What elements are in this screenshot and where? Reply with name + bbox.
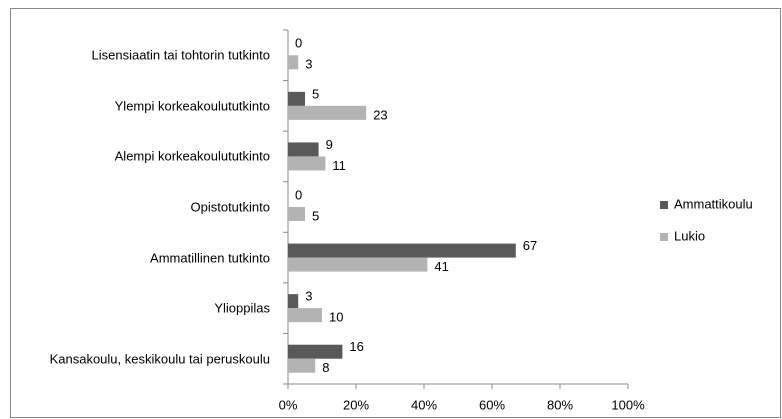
- y-tick-label-box: Ylioppilas: [12, 299, 270, 318]
- data-label: 8: [322, 360, 329, 375]
- bar: [288, 257, 428, 272]
- data-label: 3: [305, 289, 312, 304]
- bar: [288, 142, 319, 157]
- x-tick-label: 100%: [611, 397, 645, 412]
- legend-label: Lukio: [674, 228, 705, 243]
- legend-swatch: [660, 233, 668, 241]
- data-label: 11: [332, 158, 346, 173]
- legend-swatch: [660, 201, 668, 209]
- y-tick-label-box: Kansakoulu, keskikoulu tai peruskoulu: [12, 349, 270, 368]
- bar: [288, 308, 322, 323]
- bar: [288, 358, 316, 373]
- data-label: 3: [305, 57, 312, 72]
- data-label: 67: [523, 238, 537, 253]
- data-label: 5: [312, 86, 319, 101]
- x-tick-label: 0%: [279, 397, 298, 412]
- y-tick-label: Alempi korkeakoulututkinto: [114, 148, 270, 164]
- bar: [288, 243, 516, 258]
- x-tick-label: 40%: [411, 397, 437, 412]
- data-label: 23: [373, 107, 387, 122]
- y-tick-label-box: Ylempi korkeakoulututkinto: [12, 96, 270, 115]
- y-tick-label-box: Ammatillinen tutkinto: [12, 248, 270, 267]
- y-tick-label: Ammatillinen tutkinto: [150, 250, 270, 266]
- legend-label: Ammattikoulu: [674, 196, 753, 211]
- y-tick-label-box: Lisensiaatin tai tohtorin tutkinto: [12, 46, 271, 65]
- x-tick-label: 60%: [479, 397, 505, 412]
- data-label: 41: [434, 259, 448, 274]
- x-tick-label: 80%: [547, 397, 573, 412]
- bar: [288, 105, 367, 120]
- data-label: 0: [295, 36, 302, 51]
- bar: [288, 156, 326, 171]
- data-label: 16: [349, 339, 363, 354]
- bar: [288, 294, 299, 309]
- y-tick-label: Ylioppilas: [214, 300, 270, 316]
- x-tick-label: 20%: [343, 397, 369, 412]
- chart-frame: [10, 8, 781, 418]
- y-tick-label-box: Alempi korkeakoulututkinto: [12, 147, 270, 166]
- data-label: 9: [326, 137, 333, 152]
- y-tick-label: Ylempi korkeakoulututkinto: [114, 98, 270, 114]
- bar: [288, 207, 305, 221]
- y-tick-label: Lisensiaatin tai tohtorin tutkinto: [91, 47, 271, 63]
- bar: [288, 91, 305, 106]
- data-label: 0: [295, 187, 302, 202]
- data-label: 5: [312, 208, 319, 223]
- bar: [288, 344, 343, 359]
- data-label: 10: [329, 310, 343, 325]
- bar: [288, 55, 299, 70]
- y-tick-label: Opistotutkinto: [190, 199, 271, 215]
- y-tick-label-box: Opistotutkinto: [12, 198, 271, 217]
- y-tick-label: Kansakoulu, keskikoulu tai peruskoulu: [49, 351, 270, 367]
